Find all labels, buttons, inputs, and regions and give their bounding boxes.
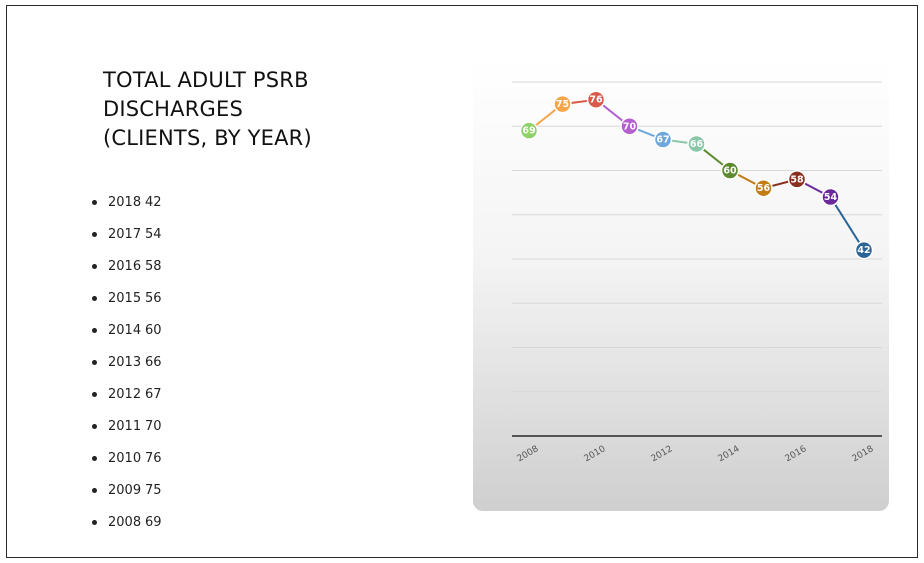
chart-panel: 2008 2010 2012 2014 2016 2018 69 75 76 70 67 66 60 56… (473, 56, 889, 511)
bullet-icon (92, 199, 97, 205)
bullet-icon (92, 359, 97, 365)
list-item-value: 58 (145, 258, 162, 274)
list-item-value: 56 (145, 290, 162, 306)
list-item: 2008 69 (92, 506, 162, 538)
data-point (620, 117, 639, 136)
list-item-value: 70 (145, 418, 162, 434)
data-label: 67 (656, 135, 669, 146)
data-point (653, 130, 673, 149)
list-item: 2012 67 (92, 378, 162, 410)
year-value-list: 2018 42 2017 54 2016 58 2015 56 2014 60 2013 6… (92, 186, 162, 538)
title-line-1: TOTAL ADULT PSRB (103, 68, 309, 92)
list-item-value: 67 (145, 386, 162, 402)
bullet-icon (92, 231, 97, 237)
list-item-year: 2017 (108, 226, 142, 242)
data-point (787, 170, 807, 189)
data-label: 75 (556, 99, 569, 110)
data-label: 54 (824, 192, 838, 203)
data-label: 70 (623, 121, 637, 132)
bullet-icon (92, 295, 97, 301)
x-tick-label: 2010 (583, 444, 608, 464)
title-line-3: (CLIENTS, BY YEAR) (103, 126, 312, 150)
data-point (821, 187, 840, 207)
list-item-year: 2018 (108, 194, 142, 210)
data-label: 69 (522, 126, 535, 137)
list-item-value: 66 (145, 354, 162, 370)
series-line-segment (829, 196, 865, 251)
list-item-year: 2008 (108, 514, 142, 530)
bullet-icon (92, 455, 97, 461)
list-item: 2011 70 (92, 410, 162, 442)
list-item-value: 75 (145, 482, 162, 498)
data-point (519, 121, 539, 140)
x-tick-label: 2008 (516, 444, 541, 464)
data-point (553, 94, 572, 114)
list-item-year: 2016 (108, 258, 142, 274)
list-item: 2017 54 (92, 218, 162, 250)
list-item: 2018 42 (92, 186, 162, 218)
list-item-value: 69 (145, 514, 162, 530)
bullet-icon (92, 391, 97, 397)
bullet-icon (92, 487, 97, 493)
slide-title: TOTAL ADULT PSRB DISCHARGES (CLIENTS, BY… (103, 66, 403, 153)
data-point (854, 240, 874, 260)
list-item-year: 2012 (108, 386, 142, 402)
list-item: 2013 66 (92, 346, 162, 378)
data-label: 76 (589, 95, 603, 106)
list-item: 2015 56 (92, 282, 162, 314)
list-item: 2016 58 (92, 250, 162, 282)
list-item: 2014 60 (92, 314, 162, 346)
title-line-2: DISCHARGES (103, 97, 243, 121)
list-item: 2009 75 (92, 474, 162, 506)
data-label: 58 (790, 174, 804, 185)
list-item-year: 2010 (108, 450, 142, 466)
bullet-icon (92, 327, 97, 333)
bullet-icon (92, 263, 97, 269)
bullet-icon (92, 519, 97, 525)
list-item-value: 54 (145, 226, 162, 242)
list-item-year: 2011 (108, 418, 142, 434)
x-tick-label: 2014 (717, 444, 742, 464)
list-item: 2010 76 (92, 442, 162, 474)
list-item-year: 2015 (108, 290, 142, 306)
bullet-icon (92, 423, 97, 429)
data-label: 66 (690, 139, 704, 150)
list-item-value: 76 (145, 450, 162, 466)
list-item-year: 2013 (108, 354, 142, 370)
list-item-year: 2009 (108, 482, 142, 498)
line-chart: 2008 2010 2012 2014 2016 2018 69 75 76 70 67 66 60 56… (512, 81, 882, 464)
data-label: 60 (723, 166, 737, 177)
data-point (754, 178, 773, 198)
data-point (586, 90, 606, 109)
list-item-year: 2014 (108, 322, 142, 338)
x-tick-label: 2018 (851, 444, 876, 464)
data-point (687, 134, 706, 154)
list-item-value: 42 (145, 194, 162, 210)
data-label: 56 (757, 183, 771, 194)
x-tick-label: 2016 (784, 444, 809, 464)
data-label: 42 (857, 245, 870, 256)
list-item-value: 60 (145, 322, 162, 338)
x-tick-label: 2012 (650, 444, 675, 464)
data-point (720, 161, 740, 180)
